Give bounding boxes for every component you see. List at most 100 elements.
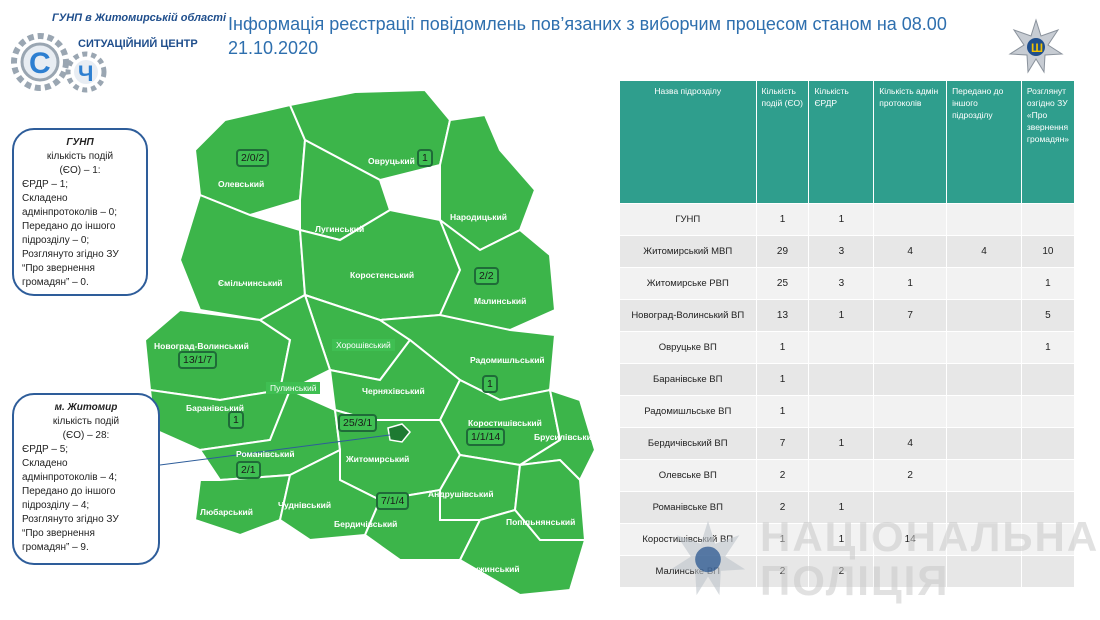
table-cell-value — [946, 299, 1022, 332]
map-label-romanivsky: Романівський — [236, 449, 295, 459]
table-cell-value: 1 — [1020, 267, 1076, 300]
badge-novohrad: 13/1/7 — [178, 351, 218, 369]
gunp-box-line: ЄРДР – 1; — [22, 179, 69, 190]
table-cell-unit: Овруцьке ВП — [619, 331, 757, 364]
table-cell-value: 1 — [1020, 331, 1076, 364]
table-cell-unit: Житомирський МВП — [619, 235, 757, 268]
map-label-novohrad: Новоград-Волинський — [154, 341, 249, 351]
gunp-box-line: Складено — [22, 193, 68, 204]
city-box-heading: м. Житомир — [54, 402, 118, 413]
gunp-info-box: ГУНП кількість подій (ЄО) – 1: ЄРДР – 1;… — [12, 128, 148, 296]
city-box-line: підрозділу – 4; — [22, 500, 90, 511]
table-cell-value — [873, 395, 948, 428]
table-cell-value — [946, 267, 1022, 300]
table-cell-value — [946, 427, 1022, 460]
badge-zhytomyr: 25/3/1 — [338, 414, 378, 432]
table-cell-unit: ГУНП — [619, 203, 757, 236]
city-box-line: кількість подій — [52, 416, 120, 427]
map-region-ruzhynsky — [458, 508, 587, 597]
map-region-emilchinsky — [178, 193, 307, 322]
map-label-luginsky: Лугинський — [315, 224, 365, 234]
city-box-line: адмінпротоколів – 4; — [22, 472, 118, 483]
table-cell-value — [1020, 363, 1076, 396]
table-cell-value — [808, 395, 875, 428]
table-cell-value — [946, 523, 1022, 556]
zhytomyr-city-info-box: м. Житомир кількість подій (ЄО) – 28: ЄР… — [12, 393, 160, 565]
gunp-box-line: адмінпротоколів – 0; — [22, 207, 118, 218]
table-cell-value — [946, 331, 1022, 364]
gunp-box-line: громадян” – 0. — [22, 277, 89, 288]
table-cell-unit: Радомишльське ВП — [619, 395, 757, 428]
city-box-line: (ЄО) – 28: — [62, 430, 110, 441]
city-box-line: громадян” – 9. — [22, 542, 89, 553]
table-cell-value — [873, 203, 948, 236]
table-row: Житомирське РВП 25 3 1 1 — [619, 267, 1076, 300]
table-cell-value — [946, 363, 1022, 396]
table-cell-unit: Баранівське ВП — [619, 363, 757, 396]
map-label-lyubarsky: Любарський — [200, 507, 253, 517]
map-label-popilnyansky: Попільнянський — [506, 517, 576, 527]
map-label-emilchinsky: Ємільчинський — [218, 278, 283, 288]
table-row: Радомишльське ВП 1 — [619, 395, 1076, 428]
badge-berdychivsky: 7/1/4 — [376, 492, 410, 510]
table-cell-value — [1020, 491, 1076, 524]
map-label-baranivsky: Баранівський — [186, 403, 244, 413]
table-cell-value — [808, 459, 875, 492]
table-cell-value: 10 — [1020, 235, 1076, 268]
table-row: Баранівське ВП 1 — [619, 363, 1076, 396]
map-label-chudnivsky: Чуднівський — [278, 500, 332, 510]
watermark-line2: ПОЛІЦІЯ — [760, 557, 950, 604]
gunp-box-line: Розглянуто згідно ЗУ — [22, 249, 119, 260]
table-cell-value — [873, 331, 948, 364]
city-box-line: Складено — [22, 458, 68, 469]
table-cell-value — [873, 555, 948, 588]
city-box-line: ЄРДР – 5; — [22, 444, 69, 455]
table-row: Новоград-Волинський ВП 13 1 7 5 — [619, 299, 1076, 332]
map-label-ruzhynsky: Ружинський — [468, 564, 520, 574]
table-cell-value — [946, 203, 1022, 236]
map-region-lyubarsky — [193, 473, 292, 537]
table-cell-value: 25 — [755, 267, 810, 300]
police-watermark-emblem-icon — [670, 520, 746, 596]
badge-ovrutsky: 1 — [417, 149, 433, 167]
registration-table: Назва підрозділу Кількість подій (ЄО) Кі… — [619, 80, 1076, 588]
table-cell-value: 2 — [755, 555, 810, 588]
table-cell-value: 5 — [1020, 299, 1076, 332]
gunp-box-line: кількість подій — [46, 151, 114, 162]
map-label-korostensky: Коростенський — [350, 270, 415, 280]
table-header-row: Назва підрозділу Кількість подій (ЄО) Кі… — [619, 80, 1076, 204]
table-row: Романівське ВП 2 1 — [619, 491, 1076, 524]
table-cell-value: 2 — [808, 555, 875, 588]
col-header-unit: Назва підрозділу — [619, 80, 757, 204]
page-title: Інформація реєстрації повідомлень пов’яз… — [228, 14, 947, 58]
table-row: Малинське ВП 2 2 — [619, 555, 1076, 588]
zhytomyr-city-marker — [387, 423, 412, 443]
table-cell-value — [808, 331, 875, 364]
table-cell-value: 2 — [755, 459, 810, 492]
badge-romanivsky: 2/1 — [236, 461, 261, 479]
table-row: Житомирський МВП 29 3 4 4 10 — [619, 235, 1076, 268]
map-label-malinsky: Малинський — [474, 296, 527, 306]
table-cell-unit: Новоград-Волинський ВП — [619, 299, 757, 332]
table-row: ГУНП 1 1 — [619, 203, 1076, 236]
org-unit: СИТУАЦІЙНИЙ ЦЕНТР — [78, 38, 198, 50]
badge-olevsky: 2/0/2 — [236, 149, 270, 167]
table-cell-value: 13 — [755, 299, 810, 332]
svg-text:C: C — [29, 47, 51, 80]
gunp-box-line: Передано до іншого — [22, 221, 116, 232]
map-label-olevsky: Олевський — [218, 179, 265, 189]
map-region-pulinsky — [258, 293, 332, 391]
table-row: Олевське ВП 2 2 — [619, 459, 1076, 492]
map-label-chernyakhivsky: Черняхівський — [362, 386, 425, 396]
map-label-radomyshlsky: Радомишльський — [470, 355, 545, 365]
badge-malinsky: 2/2 — [474, 267, 499, 285]
police-star-emblem-icon: Ш — [1008, 18, 1064, 74]
table-cell-value — [1020, 555, 1076, 588]
table-cell-value: 4 — [873, 235, 948, 268]
table-cell-value — [946, 555, 1022, 588]
map-label-korostyshivsky: Коростишівський — [468, 418, 542, 428]
table-cell-value: 1 — [755, 523, 810, 556]
table-cell-value: 7 — [873, 299, 948, 332]
table-cell-value — [873, 363, 948, 396]
